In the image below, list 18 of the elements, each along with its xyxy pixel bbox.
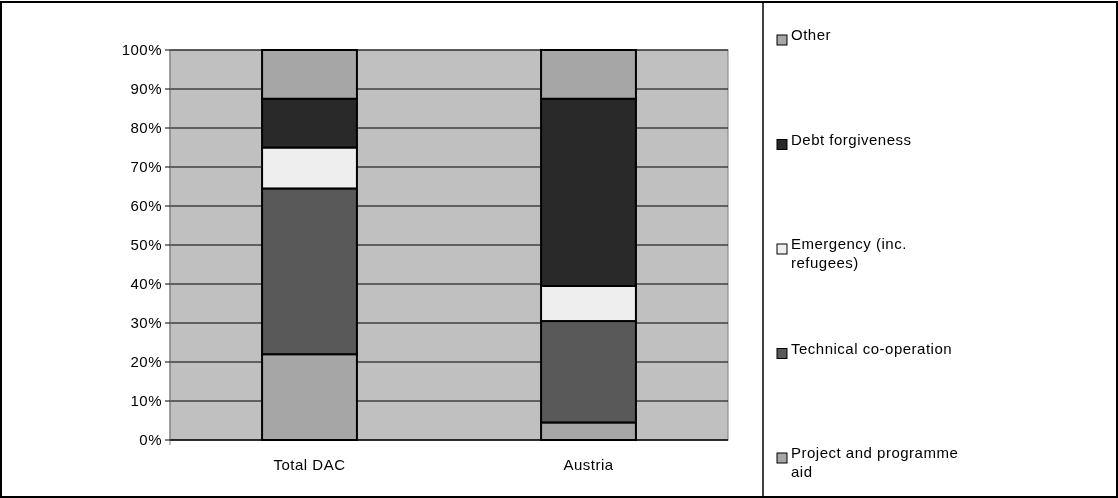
- y-tick-label: 0%: [139, 431, 162, 449]
- y-tick-label: 100%: [121, 41, 162, 59]
- y-tick-label: 90%: [130, 80, 162, 98]
- y-tick-label: 30%: [130, 314, 162, 332]
- y-tick-label: 60%: [130, 197, 162, 215]
- y-tick-label: 40%: [130, 275, 162, 293]
- x-tick-label: Austria: [563, 456, 614, 473]
- legend-label: Project and programme aid: [791, 444, 959, 480]
- x-tick-label: Total DAC: [273, 456, 346, 473]
- y-tick-label: 80%: [130, 119, 162, 137]
- legend-label: Other: [791, 26, 832, 43]
- y-tick-label: 10%: [130, 392, 162, 410]
- y-tick-label: 20%: [130, 353, 162, 371]
- legend-label: Debt forgiveness: [791, 130, 912, 148]
- y-tick-label: 50%: [130, 236, 162, 254]
- legend-label: Emergency (inc. refugees): [791, 235, 907, 271]
- legend-label: Technical co-operation: [791, 339, 953, 357]
- y-tick-label: 70%: [130, 158, 162, 176]
